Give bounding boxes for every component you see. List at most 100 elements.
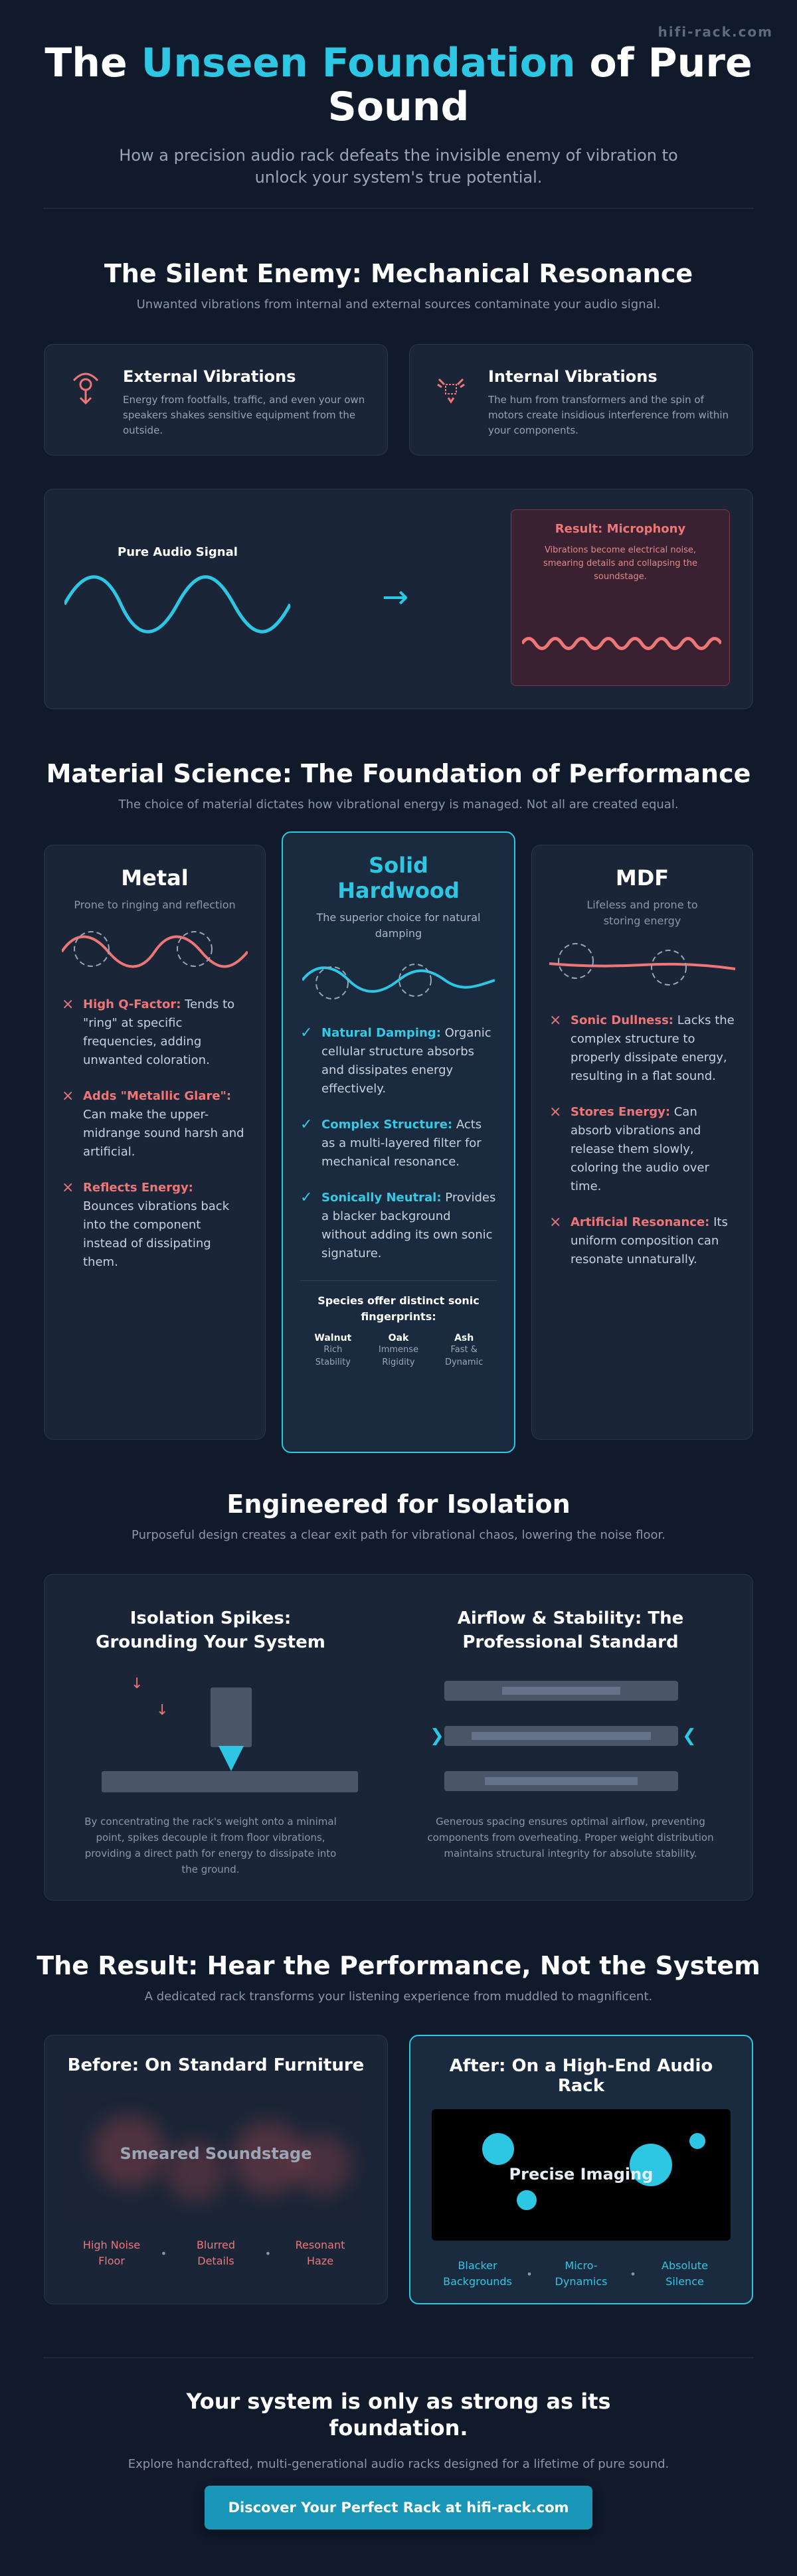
- before-title: Before: On Standard Furniture: [67, 2055, 365, 2075]
- shelf-diagram: ❯ ❮: [424, 1661, 717, 1814]
- after-title: After: On a High-End Audio Rack: [449, 2056, 713, 2096]
- mdf-card: MDF Lifeless and prone to storing energy…: [531, 845, 753, 1440]
- microphony-result: Result: Microphony Vibrations become ele…: [511, 509, 730, 686]
- species-panel: Species offer distinct sonic fingerprint…: [300, 1280, 497, 1369]
- species-title: Species offer distinct sonic fingerprint…: [317, 1294, 480, 1323]
- species-item: Oak Immense Rigidity: [378, 1333, 419, 1367]
- separator: •: [526, 2267, 533, 2280]
- tag: High Noise Floor: [82, 2239, 141, 2267]
- result-text: Vibrations become electrical noise, smea…: [543, 545, 697, 582]
- hero: The Unseen Foundation of Pure Sound How …: [0, 0, 797, 189]
- airflow-title: Airflow & Stability: The Professional St…: [457, 1608, 684, 1652]
- hardwood-wave: [302, 964, 495, 999]
- shelf: [444, 1681, 678, 1701]
- card-title: External Vibrations: [123, 367, 296, 386]
- after-card: After: On a High-End Audio Rack Precise …: [409, 2035, 753, 2304]
- airflow-text: Generous spacing ensures optimal airflow…: [427, 1816, 714, 1859]
- title-highlight: Unseen Foundation: [141, 40, 576, 86]
- watermark: hifi-rack.com: [658, 24, 773, 40]
- hardwood-card: Solid Hardwood The superior choice for n…: [282, 831, 515, 1453]
- section-title: Material Science: The Foundation of Perf…: [46, 759, 751, 788]
- tag: Blurred Details: [196, 2239, 236, 2267]
- airflow-column: Airflow & Stability: The Professional St…: [424, 1606, 717, 1861]
- cross-icon: ×: [549, 1104, 562, 1120]
- card-text: The hum from transformers and the spin o…: [488, 394, 729, 436]
- separator: •: [630, 2267, 636, 2280]
- after-tags: Blacker Backgrounds • Micro-Dynamics • A…: [432, 2258, 731, 2290]
- species-item: Walnut Rich Stability: [314, 1333, 352, 1367]
- section-subtitle: Purposeful design creates a clear exit p…: [132, 1528, 665, 1542]
- spike-cone-icon: [219, 1746, 244, 1771]
- section-title: The Silent Enemy: Mechanical Resonance: [104, 259, 693, 288]
- tag: Absolute Silence: [662, 2259, 708, 2288]
- result-title: Result: Microphony: [555, 522, 686, 536]
- list-item: × High Q-Factor: Tends to "ring" at speci…: [62, 995, 248, 1070]
- cross-icon: ×: [62, 996, 74, 1013]
- material-tagline: Prone to ringing and reflection: [74, 899, 236, 911]
- list-item: ✓ Complex Structure: Acts as a multi-laye…: [300, 1116, 497, 1171]
- check-icon: ✓: [300, 1189, 313, 1206]
- before-card: Before: On Standard Furniture Smeared So…: [44, 2035, 388, 2304]
- card-title: Internal Vibrations: [488, 367, 658, 386]
- tag: Blacker Backgrounds: [443, 2259, 512, 2288]
- species-item: Ash Fast & Dynamic: [444, 1333, 484, 1367]
- result-header: The Result: Hear the Performance, Not th…: [0, 1951, 797, 2004]
- list-item: × Reflects Energy: Bounces vibrations bac…: [62, 1179, 248, 1272]
- title-part: of Pure Sound: [327, 40, 753, 130]
- page-title: The Unseen Foundation of Pure Sound: [40, 41, 757, 129]
- section-subtitle: The choice of material dictates how vibr…: [118, 798, 679, 812]
- title-part: The: [44, 40, 141, 86]
- visual-label: Precise Imaging: [509, 2165, 654, 2184]
- pure-signal-wave: [64, 575, 290, 634]
- section-subtitle: Unwanted vibrations from internal and ex…: [136, 298, 661, 311]
- distorted-wave: [522, 637, 721, 650]
- spikes-column: Isolation Spikes: Grounding Your System …: [78, 1606, 358, 1877]
- discover-rack-button[interactable]: Discover Your Perfect Rack at hifi-rack.…: [205, 2486, 592, 2530]
- tag: Resonant Haze: [295, 2239, 345, 2267]
- airflow-chevron-icon: ❯: [430, 1726, 444, 1746]
- mdf-wave: [549, 943, 735, 986]
- section-title: The Result: Hear the Performance, Not th…: [37, 1951, 760, 1980]
- before-tags: High Noise Floor • Blurred Details • Res…: [66, 2237, 366, 2269]
- external-vibrations-card: External Vibrations Energy from footfall…: [44, 344, 388, 456]
- divider: [43, 208, 754, 209]
- material-name: Solid Hardwood: [337, 853, 460, 903]
- material-name: Metal: [121, 865, 189, 891]
- rack-leg: [211, 1687, 252, 1747]
- list-item: × Artificial Resonance: Its uniform compo…: [549, 1213, 735, 1269]
- vibration-arrow-icon: ↓: [131, 1675, 143, 1692]
- cross-icon: ×: [549, 1214, 562, 1231]
- cross-icon: ×: [62, 1179, 74, 1196]
- resonance-header: The Silent Enemy: Mechanical Resonance U…: [0, 259, 797, 311]
- check-icon: ✓: [300, 1116, 313, 1133]
- cta-title: Your system is only as strong as its fou…: [186, 2389, 611, 2441]
- separator: •: [264, 2247, 272, 2260]
- list-item: × Adds "Metallic Glare": Can make the upp…: [62, 1087, 248, 1161]
- internal-vibrations-card: Internal Vibrations The hum from transfo…: [409, 344, 753, 456]
- microphony-diagram: Pure Audio Signal → Result: Microphony V…: [44, 489, 753, 709]
- isolation-header: Engineered for Isolation Purposeful desi…: [0, 1490, 797, 1542]
- metal-wave: [62, 931, 248, 968]
- airflow-chevron-icon: ❮: [682, 1726, 697, 1746]
- cross-icon: ×: [62, 1088, 74, 1104]
- spikes-title: Isolation Spikes: Grounding Your System: [96, 1608, 325, 1652]
- footstep-vibration-icon: [66, 367, 106, 432]
- page-subtitle: How a precision audio rack defeats the i…: [119, 146, 678, 187]
- shelf: [444, 1726, 678, 1746]
- spikes-text: By concentrating the rack's weight onto …: [84, 1816, 337, 1875]
- section-subtitle: A dedicated rack transforms your listeni…: [144, 1990, 653, 2004]
- section-title: Engineered for Isolation: [226, 1490, 571, 1519]
- precise-imaging-visual: Precise Imaging: [432, 2109, 731, 2241]
- list-item: ✓ Sonically Neutral: Provides a blacker b…: [300, 1189, 497, 1263]
- tag: Micro-Dynamics: [555, 2259, 608, 2288]
- spike-diagram: ↓ ↓: [78, 1661, 358, 1814]
- arrow-icon: →: [382, 578, 409, 616]
- separator: •: [160, 2247, 167, 2260]
- check-icon: ✓: [300, 1025, 313, 1041]
- material-name: MDF: [615, 865, 669, 891]
- materials-header: Material Science: The Foundation of Perf…: [0, 759, 797, 812]
- visual-label: Smeared Soundstage: [120, 2144, 312, 2163]
- species-list: Walnut Rich Stability Oak Immense Rigidity…: [300, 1333, 497, 1369]
- isolation-card: Isolation Spikes: Grounding Your System …: [44, 1574, 753, 1901]
- list-item: × Sonic Dullness: Lacks the complex struc…: [549, 1011, 735, 1086]
